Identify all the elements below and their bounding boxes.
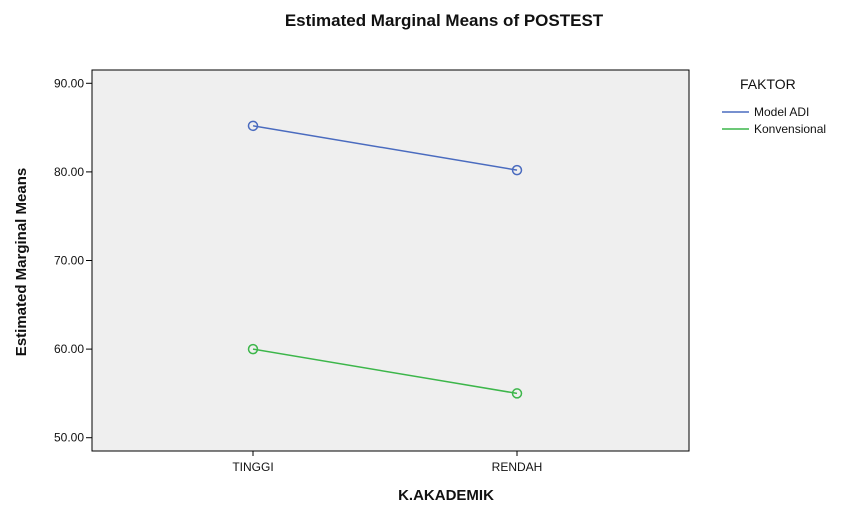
y-tick-label: 70.00 bbox=[54, 254, 84, 268]
y-tick-label: 60.00 bbox=[54, 342, 84, 356]
x-axis-title: K.AKADEMIK bbox=[398, 487, 494, 504]
data-point bbox=[511, 164, 523, 176]
series-line bbox=[252, 125, 518, 171]
data-point bbox=[247, 343, 259, 355]
y-axis-title: Estimated Marginal Means bbox=[13, 168, 30, 356]
y-tick-label: 50.00 bbox=[54, 431, 84, 445]
y-tick-label: 90.00 bbox=[54, 76, 84, 90]
data-point bbox=[511, 388, 523, 399]
x-tick-label: RENDAH bbox=[492, 460, 543, 474]
data-point bbox=[247, 120, 259, 132]
plot-area bbox=[91, 69, 690, 452]
x-tick-label: TINGGI bbox=[232, 460, 273, 474]
series-line bbox=[252, 348, 518, 395]
y-axis: 50.00 60.00 70.00 80.00 90.00 bbox=[54, 76, 92, 445]
series-layer bbox=[247, 120, 523, 399]
legend-label: Model ADI bbox=[754, 105, 809, 119]
y-tick-label: 80.00 bbox=[54, 165, 84, 179]
chart-title: Estimated Marginal Means of POSTEST bbox=[285, 11, 604, 30]
x-axis: TINGGI RENDAH bbox=[232, 451, 542, 474]
legend: FAKTOR Model ADI Konvensional bbox=[722, 76, 826, 136]
legend-label: Konvensional bbox=[754, 122, 826, 136]
legend-title: FAKTOR bbox=[740, 76, 796, 92]
